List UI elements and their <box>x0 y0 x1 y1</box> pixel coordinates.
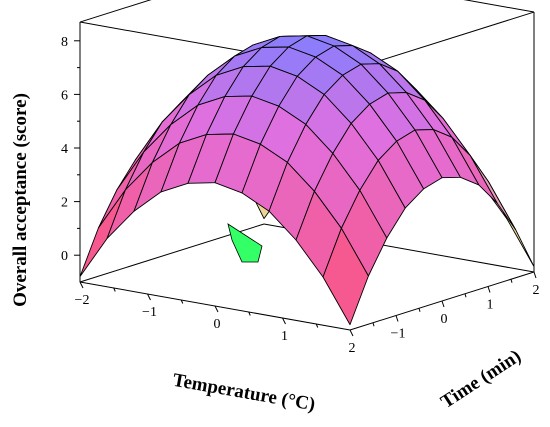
y-tick-mark <box>533 271 537 279</box>
y-minor-tick <box>464 293 467 298</box>
z-axis-title: Overall acceptance (score) <box>10 93 31 307</box>
x-minor-tick <box>248 311 251 316</box>
z-tick-label: 4 <box>61 142 68 157</box>
axis-ticks: −2 −1 0 1 2 −1 0 1 2 0 2 4 6 8 <box>61 35 540 356</box>
y-tick-label: 0 <box>441 312 448 327</box>
surface-mesh <box>79 34 535 326</box>
box-edge-2 <box>463 0 535 13</box>
y-tick-label: 1 <box>487 298 494 313</box>
y-tick-mark <box>441 300 445 308</box>
y-axis-title: Time (min) <box>437 346 525 413</box>
y-minor-tick <box>418 308 421 312</box>
surface-patch <box>322 227 369 326</box>
x-tick-mark <box>214 305 219 313</box>
y-minor-tick <box>372 322 375 327</box>
x-axis-title: Temperature (°C) <box>171 370 317 416</box>
x-tick-label: −1 <box>142 305 157 320</box>
y-tick-mark <box>487 286 491 293</box>
y-tick-label: −1 <box>391 327 406 342</box>
x-tick-label: 1 <box>281 329 288 344</box>
surface-patch <box>79 189 126 278</box>
x-tick-label: −2 <box>75 293 90 308</box>
x-minor-tick <box>315 323 319 328</box>
x-minor-tick <box>180 299 184 304</box>
y-tick-label: 2 <box>533 283 540 298</box>
x-tick-label: 0 <box>214 317 221 332</box>
x-tick-label: 2 <box>349 341 356 356</box>
surface-underside <box>227 223 263 263</box>
x-tick-mark <box>349 329 354 337</box>
x-tick-mark <box>282 317 286 325</box>
x-minor-tick <box>113 287 116 292</box>
surface-patch <box>469 155 517 231</box>
z-tick-label: 0 <box>61 249 68 264</box>
x-tick-mark <box>79 281 84 289</box>
z-tick-label: 8 <box>61 35 68 50</box>
y-minor-tick <box>510 279 513 283</box>
underside-patch <box>227 223 263 263</box>
z-tick-label: 6 <box>61 88 68 103</box>
x-tick-mark <box>147 293 151 301</box>
y-tick-mark <box>395 315 399 322</box>
box-edge-1 <box>79 0 152 23</box>
z-tick-label: 2 <box>61 196 68 211</box>
